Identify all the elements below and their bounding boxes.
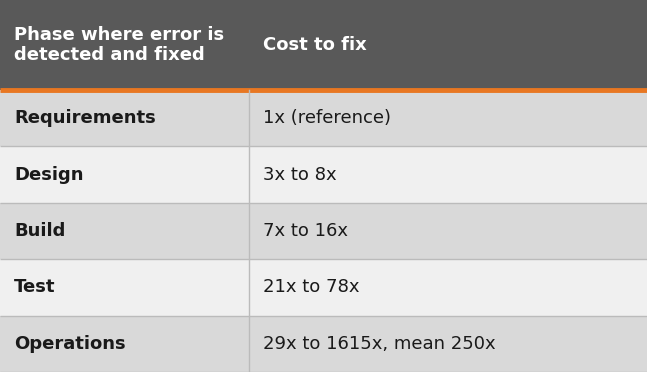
Text: 7x to 16x: 7x to 16x [263,222,348,240]
Text: Test: Test [14,278,56,296]
Text: 3x to 8x: 3x to 8x [263,166,336,184]
Text: 1x (reference): 1x (reference) [263,109,391,127]
Text: Operations: Operations [14,335,126,353]
Text: 29x to 1615x, mean 250x: 29x to 1615x, mean 250x [263,335,496,353]
Bar [0,203,647,259]
Bar [0,0,647,90]
Text: Phase where error is
detected and fixed: Phase where error is detected and fixed [14,26,224,64]
Text: 21x to 78x: 21x to 78x [263,278,360,296]
Text: Requirements: Requirements [14,109,156,127]
Text: Cost to fix: Cost to fix [263,36,367,54]
Text: Design: Design [14,166,83,184]
Bar [0,90,647,147]
Bar [0,315,647,372]
Bar [0,147,647,203]
Bar [0,259,647,315]
Text: Build: Build [14,222,65,240]
